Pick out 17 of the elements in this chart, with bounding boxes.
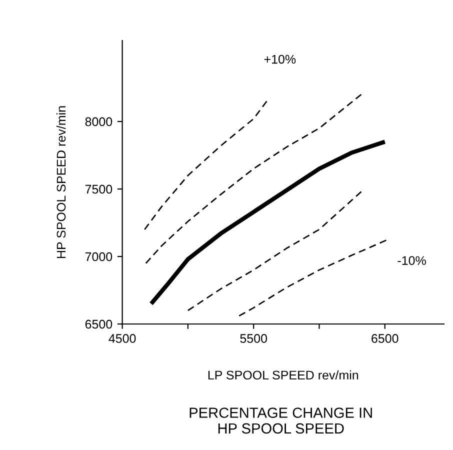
y-tick-label: 7000 [85,252,112,262]
y-tick-label: 6500 [85,320,112,329]
y-tick-label: 7500 [85,184,112,194]
annotation: +10% [264,54,296,64]
x-tick-label: 4500 [108,334,136,343]
x-tick-label: 5500 [240,334,268,343]
annotation: -10% [398,256,426,265]
line-series [149,140,387,306]
x-axis-title: LP SPOOL SPEED rev/min [208,370,358,380]
line-series [238,240,387,317]
y-tick-label: 8000 [85,117,112,126]
line-series [187,191,362,312]
text: PERCENTAGE CHANGE IN HP SPOOL SPEED [190,408,372,434]
line-series [144,100,268,230]
line-series [145,94,362,264]
x-tick-label: 6500 [372,334,398,343]
y-axis-title: HP SPOOL SPEED rev/min [56,106,66,258]
